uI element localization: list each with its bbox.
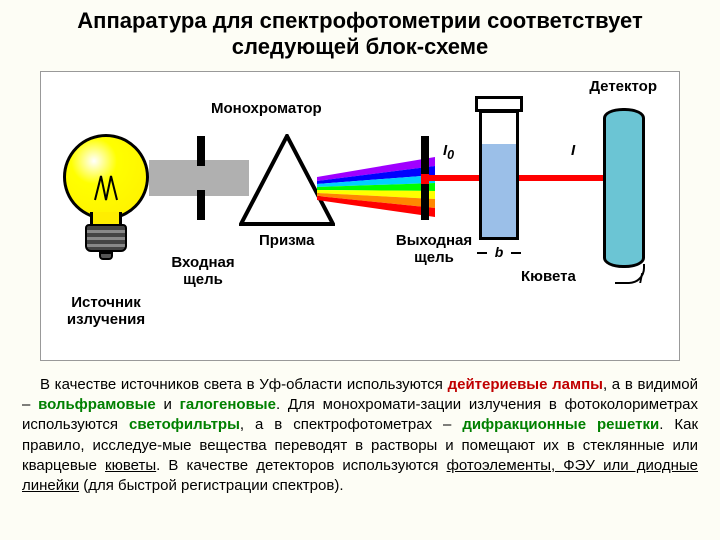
hl-gratings: дифракционные решетки xyxy=(462,416,659,433)
block-diagram: Детектор Монохроматор I0 I Призма Входна… xyxy=(40,71,680,361)
dimension-l: l xyxy=(639,270,643,286)
bulb-tip xyxy=(99,252,113,260)
dimension-b: b xyxy=(479,244,519,260)
ul-cuvettes: кюветы xyxy=(105,457,156,474)
label-i: I xyxy=(571,142,575,159)
label-entrance-slit: Входная щель xyxy=(163,254,243,288)
label-prism: Призма xyxy=(259,232,315,249)
dispersed-spectrum xyxy=(317,157,435,217)
entrance-slit xyxy=(197,136,205,220)
hl-halogen: галогеновые xyxy=(180,396,276,413)
cuvette-liquid xyxy=(482,144,516,237)
description-paragraph: В качестве источников света в Уф-области… xyxy=(0,361,720,497)
exit-slit xyxy=(421,136,429,220)
label-exit-slit: Выходная щель xyxy=(389,232,479,266)
label-source: Источник излучения xyxy=(51,294,161,328)
page-title: Аппаратура для спектрофотометрии соответ… xyxy=(0,0,720,65)
monochromatic-beam xyxy=(429,175,619,181)
bulb-base xyxy=(85,224,127,252)
label-i0: I0 xyxy=(443,142,454,162)
label-detector: Детектор xyxy=(589,78,657,95)
hl-tungsten: вольфрамовые xyxy=(38,396,156,413)
hl-deuterium: дейтериевые лампы xyxy=(448,376,603,393)
filament xyxy=(91,172,121,202)
hl-filters: светофильтры xyxy=(129,416,240,433)
label-monochromator: Монохроматор xyxy=(211,100,322,117)
label-cuvette: Кювета xyxy=(521,268,576,285)
detector-cylinder xyxy=(603,108,645,268)
